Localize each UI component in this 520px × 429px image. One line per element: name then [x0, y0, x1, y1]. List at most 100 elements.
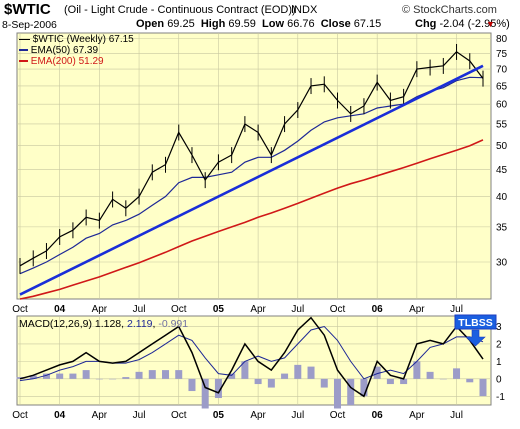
ohlc-readout: Open 69.25 High 69.59 Low 66.76 Close 67…	[136, 18, 382, 30]
histogram-bar	[320, 378, 328, 388]
macd-x-tick-label: Apr	[409, 410, 425, 421]
signal-value: 2.119	[127, 318, 153, 330]
macd-tick-label: 3	[496, 322, 502, 333]
price-tick-label: 60	[496, 100, 508, 111]
histogram-bar	[214, 378, 222, 399]
histogram-bar	[347, 378, 355, 405]
symbol-title: $WTIC	[4, 1, 51, 18]
macd-x-tick-label: 06	[372, 410, 384, 421]
down-triangle-icon: ▼	[486, 19, 495, 29]
histogram-bar	[162, 370, 170, 379]
legend-price-value: 67.15	[108, 34, 134, 45]
price-x-tick-label: Apr	[92, 304, 108, 315]
histogram-bar	[466, 378, 474, 383]
price-x-tick-label: Apr	[409, 304, 425, 315]
change-readout: Chg -2.04 (-2.95%)	[415, 18, 510, 30]
histogram-bar	[42, 373, 50, 379]
legend-ema50-swatch	[19, 49, 28, 52]
histogram-bar	[29, 375, 37, 379]
macd-x-tick-label: 05	[213, 410, 225, 421]
price-x-tick-label: 05	[213, 304, 225, 315]
histogram-bar	[56, 373, 64, 379]
legend-ema200-value: 51.29	[78, 56, 104, 67]
histogram-bar	[16, 377, 24, 379]
macd-x-tick-label: Jul	[450, 410, 463, 421]
price-tick-label: 45	[496, 165, 508, 176]
macd-x-tick-label: Oct	[12, 410, 28, 421]
price-tick-label: 75	[496, 49, 508, 60]
histogram-bar	[479, 378, 487, 397]
histogram-bar	[109, 378, 117, 380]
price-tick-label: 55	[496, 119, 508, 130]
price-x-tick-label: Jul	[133, 304, 146, 315]
macd-tick-label: 0	[496, 374, 502, 385]
histogram-bar	[122, 377, 130, 379]
date-label: 8-Sep-2006	[2, 19, 57, 31]
histogram-bar	[254, 378, 262, 385]
histogram-bar	[386, 378, 394, 385]
macd-tick-label: 1	[496, 357, 502, 368]
down-arrow-icon	[465, 329, 486, 347]
histogram-bar	[413, 361, 421, 379]
legend-ema50-name: EMA(50)	[30, 45, 71, 56]
price-tick-label: 65	[496, 81, 508, 92]
price-x-tick-label: Jul	[450, 304, 463, 315]
histogram-bar	[400, 378, 408, 385]
histogram-bar	[95, 378, 103, 380]
histogram-bar	[188, 378, 196, 392]
legend-price: $WTIC (Weekly) 67.15	[19, 34, 134, 45]
histogram-bar	[307, 366, 315, 379]
macd-x-tick-label: 04	[54, 410, 66, 421]
histogram-bar	[69, 373, 77, 379]
histogram-bar	[148, 370, 156, 379]
price-x-tick-label: Oct	[330, 304, 346, 315]
legend-price-swatch	[19, 38, 30, 40]
tlbss-label: TLBSS	[458, 317, 492, 329]
legend-ema50-value: 67.39	[73, 45, 99, 56]
price-x-tick-label: Jul	[291, 304, 304, 315]
histogram-bar	[453, 368, 461, 379]
price-x-tick-label: 06	[372, 304, 384, 315]
trendline	[19, 64, 484, 296]
histogram-bar	[281, 373, 289, 379]
histogram-bar	[360, 378, 368, 397]
histogram-bar	[267, 378, 275, 388]
price-tick-label: 80	[496, 34, 508, 45]
price-line	[19, 51, 484, 267]
histogram-bar	[373, 366, 381, 379]
symbol-description: (Oil - Light Crude - Continuous Contract…	[64, 4, 296, 16]
legend-ema200-name: EMA(200)	[30, 56, 76, 67]
macd-title: MACD(12,26,9)	[19, 318, 92, 330]
histogram-bar	[135, 371, 143, 379]
histogram-bar	[201, 378, 209, 409]
macd-tick-label: -1	[496, 392, 505, 403]
macd-line	[19, 316, 484, 398]
histogram-bar	[82, 370, 90, 379]
histogram-bar	[175, 370, 183, 379]
histogram-bar	[228, 373, 236, 379]
price-x-tick-label: Oct	[12, 304, 28, 315]
macd-x-tick-label: Oct	[171, 410, 187, 421]
brand-label[interactable]: © StockCharts.com	[402, 4, 497, 16]
macd-panel	[16, 315, 492, 406]
tlbss-box	[454, 314, 497, 330]
legend-ema200-swatch	[19, 60, 28, 63]
histogram-bar	[241, 361, 249, 379]
price-tick-label: 70	[496, 65, 508, 76]
price-x-tick-label: Apr	[250, 304, 266, 315]
exchange-label: INDX	[291, 4, 318, 16]
price-tick-label: 40	[496, 192, 508, 203]
legend-price-name: $WTIC (Weekly)	[32, 34, 106, 45]
macd-x-tick-label: Apr	[92, 410, 108, 421]
macd-value: 1.128	[94, 318, 122, 330]
price-x-tick-label: Oct	[171, 304, 187, 315]
price-tick-label: 35	[496, 222, 508, 233]
histogram-value: -0.991	[158, 318, 189, 330]
macd-x-tick-label: Jul	[291, 410, 304, 421]
price-tick-label: 50	[496, 141, 508, 152]
legend-ema50: EMA(50) 67.39	[19, 45, 98, 56]
histogram-bar	[426, 371, 434, 379]
ema200-line	[19, 139, 484, 300]
